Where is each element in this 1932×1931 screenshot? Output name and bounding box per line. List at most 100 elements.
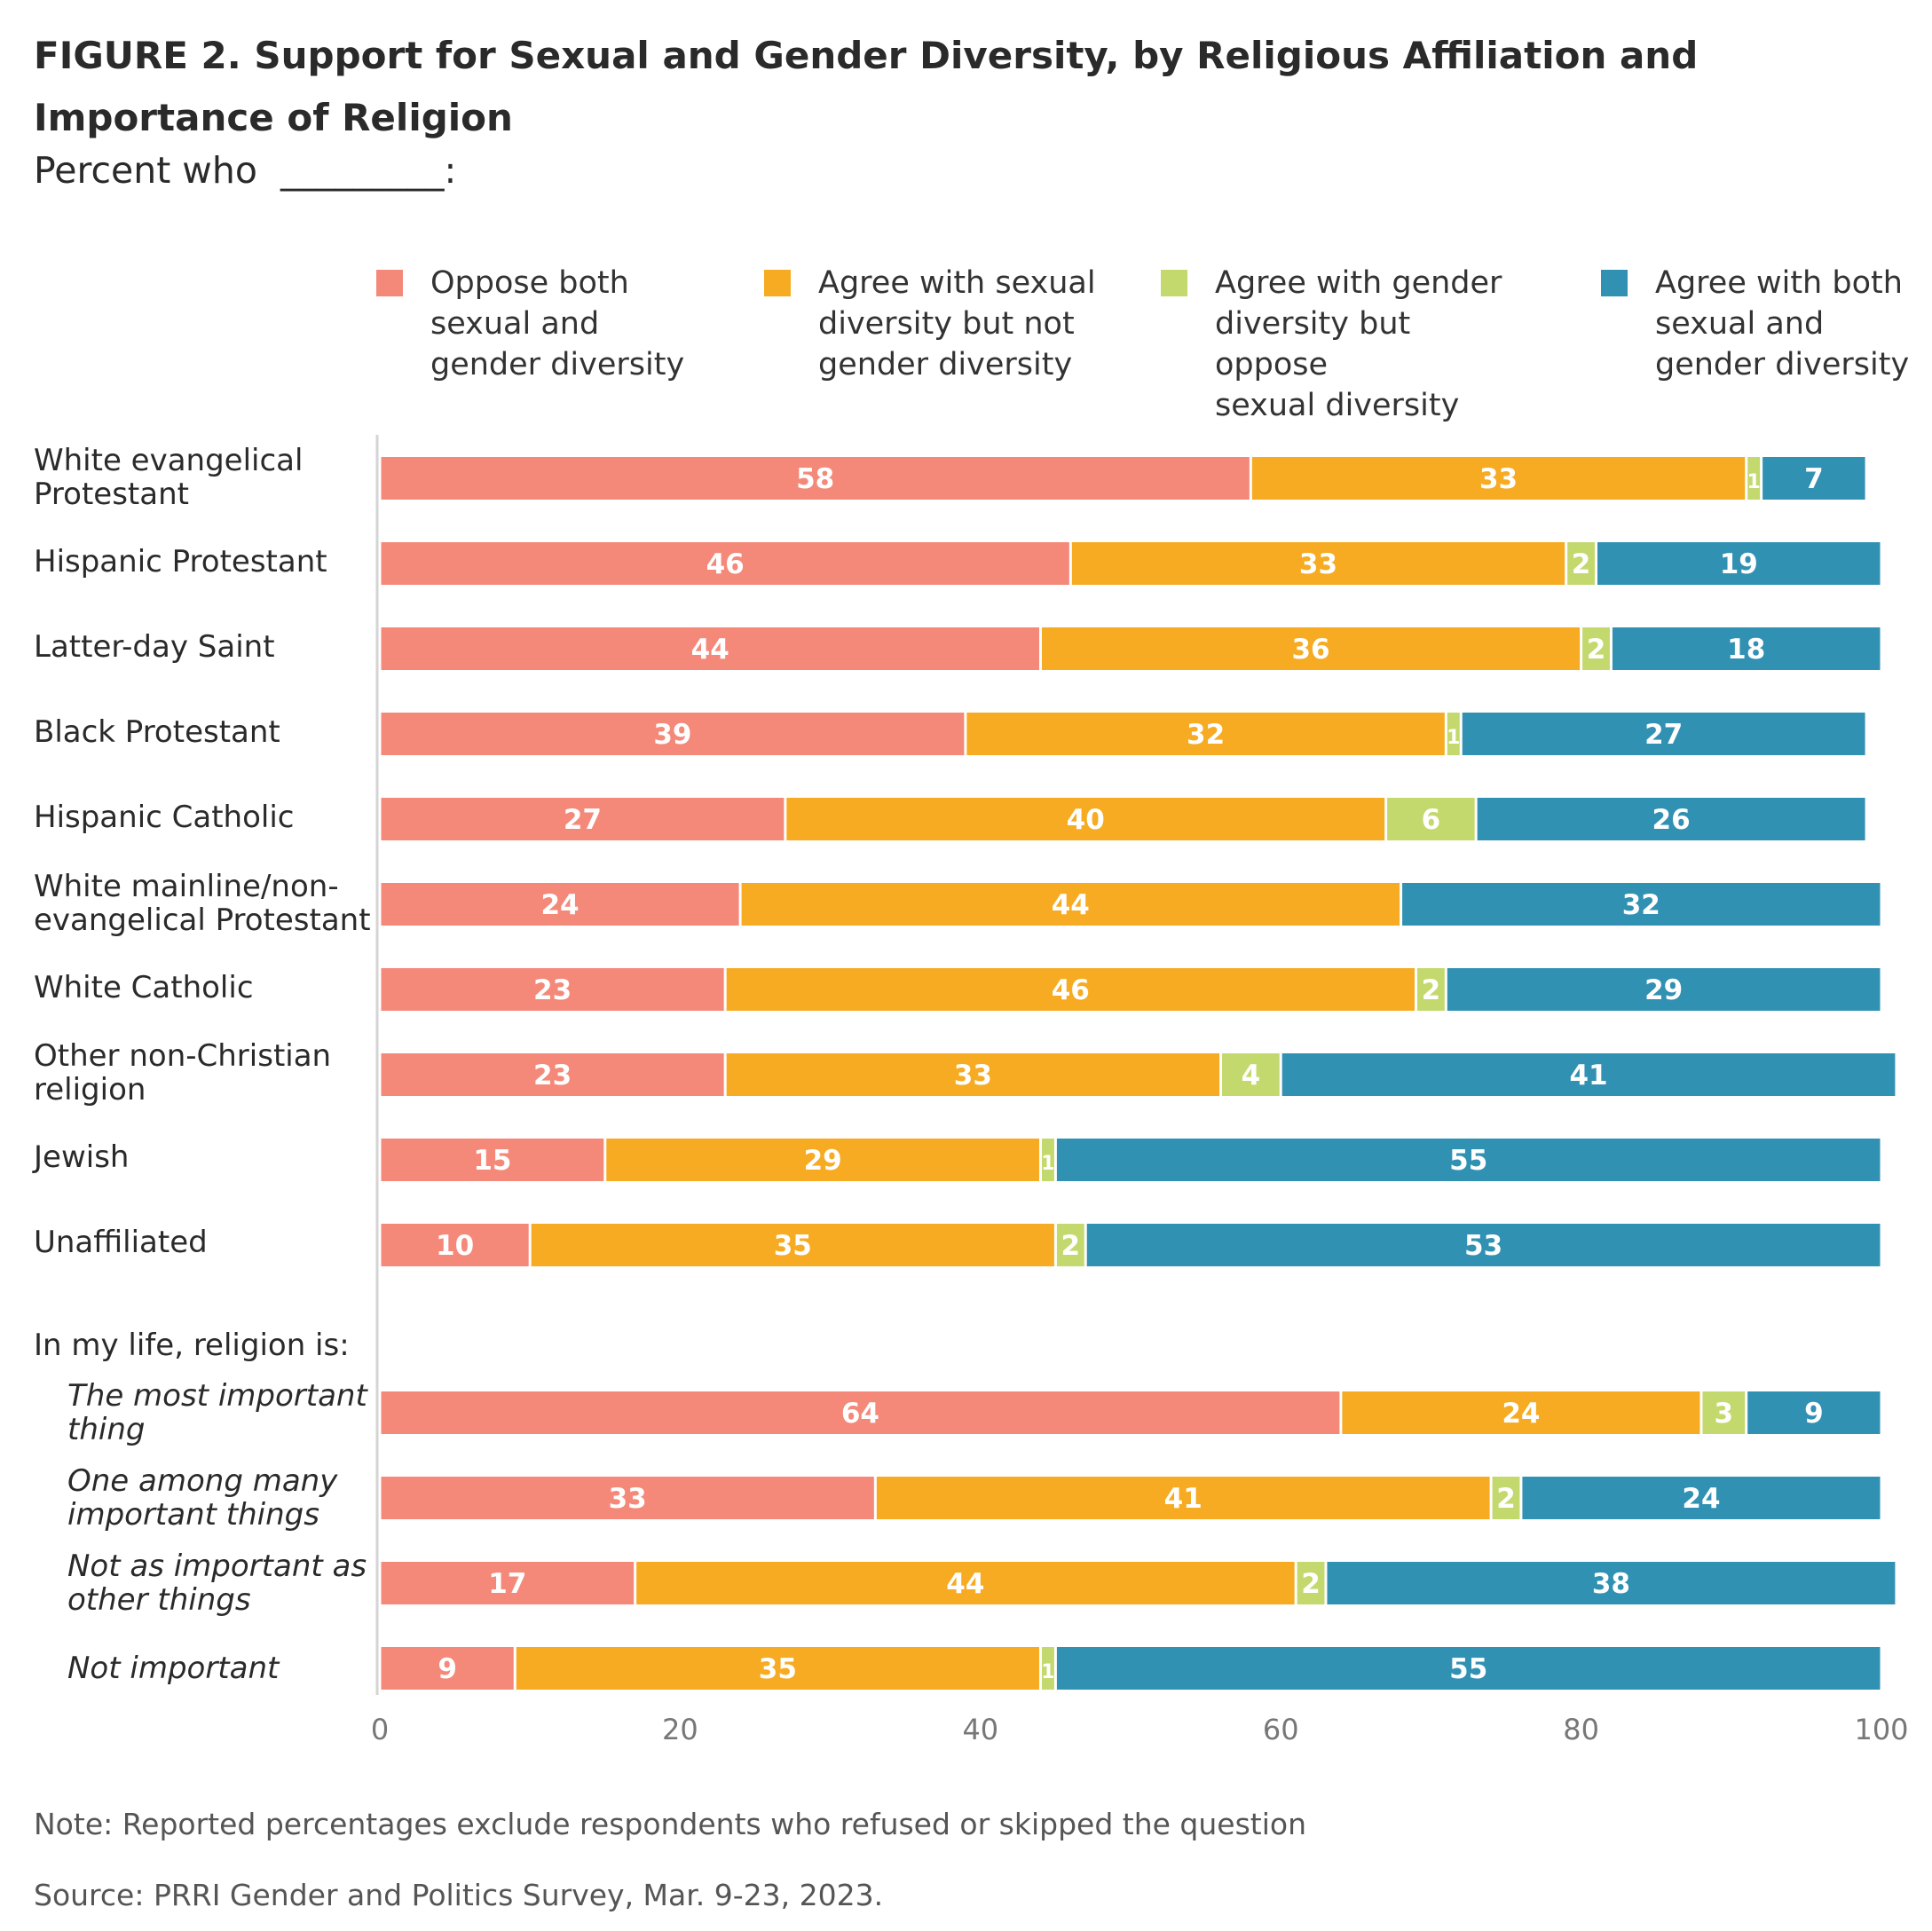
bar-segment-series-0 <box>381 1647 514 1690</box>
row-label-not-as-important: Not as important as other things <box>67 1549 367 1618</box>
data-label: 1 <box>1447 727 1460 749</box>
data-label: 27 <box>1644 719 1683 751</box>
x-tick-label: 60 <box>1263 1713 1299 1746</box>
bar-segment-series-0 <box>381 457 1250 500</box>
data-label: 55 <box>1449 1653 1487 1685</box>
bar-segment-series-1 <box>726 968 1415 1011</box>
data-label: 18 <box>1727 634 1765 666</box>
data-label: 38 <box>1592 1568 1630 1600</box>
row-label-hispanic-catholic: Hispanic Catholic <box>34 800 295 835</box>
row-label-hispanic-protestant: Hispanic Protestant <box>34 544 327 579</box>
data-label: 10 <box>436 1230 474 1262</box>
bar-segment-series-1 <box>726 1053 1220 1096</box>
data-label: 23 <box>533 1060 572 1092</box>
bar-segment-series-3 <box>1327 1562 1896 1604</box>
data-label: 1 <box>1041 1661 1054 1683</box>
legend-swatch <box>376 270 403 296</box>
data-label: 29 <box>804 1145 842 1177</box>
group-header-importance: In my life, religion is: <box>34 1328 350 1363</box>
legend-label: Agree with gender diversity but oppose s… <box>1215 265 1502 423</box>
bar-segment-series-1 <box>636 1562 1295 1604</box>
data-label: 33 <box>609 1483 647 1515</box>
bar-segment-series-2 <box>1582 627 1610 670</box>
data-label: 33 <box>954 1060 992 1092</box>
bar-row-hispanic-protestant: 46 33 2 19 <box>381 542 1881 585</box>
data-label: 40 <box>1067 804 1105 836</box>
bar-segment-series-2 <box>1056 1224 1084 1266</box>
data-label: 23 <box>533 974 572 1006</box>
row-label-white-catholic: White Catholic <box>34 970 254 1005</box>
data-label: 24 <box>1682 1483 1720 1515</box>
bar-segment-series-2 <box>1297 1562 1325 1604</box>
data-label: 35 <box>759 1653 797 1685</box>
bar-segment-series-0 <box>381 968 724 1011</box>
data-label: 2 <box>1572 548 1591 580</box>
data-label: 9 <box>438 1653 457 1685</box>
bar-segment-series-2 <box>1387 798 1475 840</box>
row-label-not-important: Not important <box>67 1651 280 1686</box>
data-label: 46 <box>1052 974 1090 1006</box>
data-label: 58 <box>796 463 834 495</box>
row-label-latter-day-saint: Latter-day Saint <box>34 629 275 665</box>
x-tick-label: 40 <box>962 1713 998 1746</box>
bar-row-one-among-many-important-things: 33 41 2 24 <box>381 1477 1881 1519</box>
bar-segment-series-1 <box>786 798 1385 840</box>
bar-segment-series-3 <box>1086 1224 1881 1266</box>
x-tick-label: 100 <box>1854 1713 1908 1746</box>
bar-segment-series-1 <box>1342 1391 1700 1434</box>
bar-segment-series-1 <box>876 1477 1490 1519</box>
data-label: 3 <box>1715 1398 1734 1430</box>
bar-segment-series-3 <box>1056 1139 1881 1181</box>
data-label: 9 <box>1804 1398 1824 1430</box>
data-label: 2 <box>1422 974 1441 1006</box>
bar-segment-series-3 <box>1597 542 1881 585</box>
data-label: 33 <box>1479 463 1518 495</box>
legend-swatch <box>1601 270 1628 296</box>
data-label: 35 <box>774 1230 812 1262</box>
bar-segment-series-2 <box>1416 968 1445 1011</box>
bar-row-latter-day-saint: 44 36 2 18 <box>381 627 1881 670</box>
data-label: 27 <box>564 804 602 836</box>
bar-segment-series-3 <box>1477 798 1865 840</box>
data-label: 44 <box>691 634 729 666</box>
bar-segment-series-2 <box>1702 1391 1746 1434</box>
data-label: 1 <box>1747 471 1761 493</box>
data-label: 55 <box>1449 1145 1487 1177</box>
bar-segment-series-0 <box>381 627 1039 670</box>
row-label-other-non-christian: Other non-Christian religion <box>34 1038 332 1107</box>
row-label-jewish: Jewish <box>34 1139 130 1175</box>
legend-label: Agree with both sexual and gender divers… <box>1655 265 1910 382</box>
data-label: 17 <box>488 1568 526 1600</box>
data-label: 2 <box>1587 634 1606 666</box>
row-label-white-evangelical: White evangelical Protestant <box>34 443 304 512</box>
bar-segment-series-0 <box>381 1224 529 1266</box>
data-label: 36 <box>1291 634 1329 666</box>
data-label: 41 <box>1164 1483 1203 1515</box>
data-label: 26 <box>1652 804 1691 836</box>
legend-swatch <box>1161 270 1187 296</box>
row-label-black-protestant: Black Protestant <box>34 714 280 750</box>
data-label: 7 <box>1804 463 1824 495</box>
data-label: 15 <box>473 1145 511 1177</box>
bar-row-white-mainline-non-evangelical-protestant: 24 44 32 <box>381 883 1881 926</box>
bar-segment-series-0 <box>381 798 785 840</box>
data-label: 33 <box>1299 548 1337 580</box>
bar-segment-series-1 <box>606 1139 1039 1181</box>
x-tick-label: 80 <box>1563 1713 1599 1746</box>
data-label: 46 <box>706 548 745 580</box>
bar-segment-series-1 <box>966 713 1445 755</box>
bar-segment-series-0 <box>381 1053 724 1096</box>
data-label: 2 <box>1061 1230 1081 1262</box>
bar-segment-series-1 <box>1251 457 1746 500</box>
data-label: 44 <box>1052 889 1090 921</box>
bar-segment-series-0 <box>381 1477 874 1519</box>
bar-segment-series-2 <box>1041 1647 1054 1690</box>
bar-segment-series-3 <box>1522 1477 1881 1519</box>
data-label: 24 <box>1502 1398 1540 1430</box>
bar-segment-series-0 <box>381 1139 604 1181</box>
bar-segment-series-1 <box>1041 627 1581 670</box>
row-label-white-mainline: White mainline/non- evangelical Protesta… <box>34 869 371 938</box>
data-label: 19 <box>1720 548 1758 580</box>
data-label: 2 <box>1496 1483 1516 1515</box>
bar-row-the-most-important-thing: 64 24 3 9 <box>381 1391 1881 1434</box>
